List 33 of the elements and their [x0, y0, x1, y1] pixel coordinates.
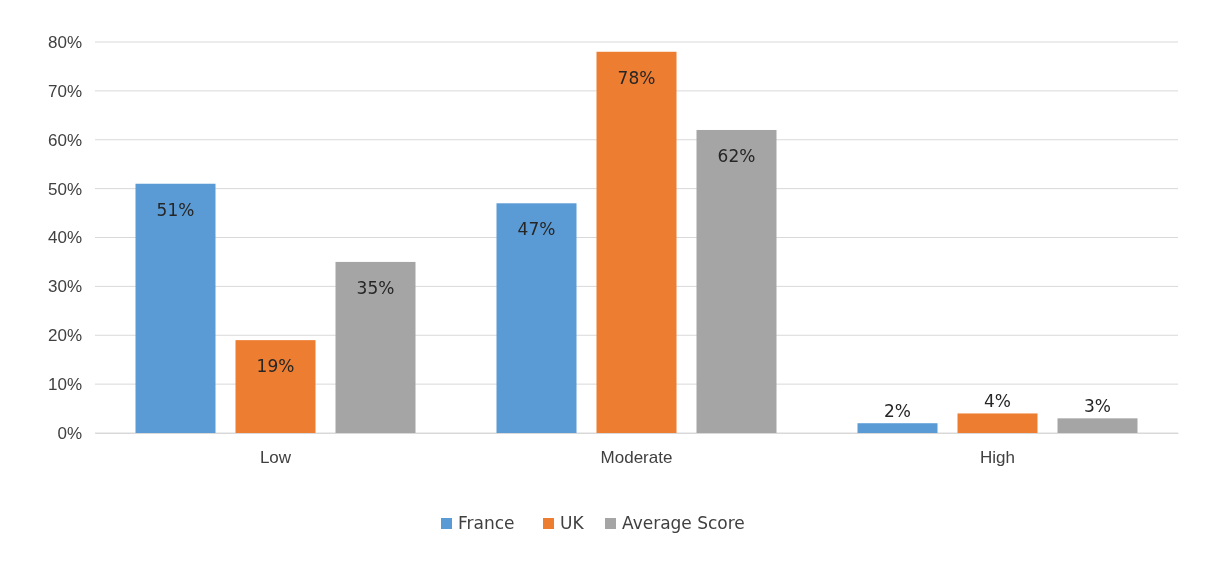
y-tick-label: 30%	[47, 277, 82, 297]
data-label: 3%	[1084, 396, 1111, 417]
legend-label: UK	[560, 513, 585, 533]
x-tick-label: High	[980, 448, 1015, 468]
bar	[696, 129, 777, 433]
bar	[1057, 418, 1138, 433]
data-label: 2%	[884, 401, 911, 422]
data-label: 51%	[156, 199, 195, 220]
y-tick-label: 10%	[47, 375, 82, 395]
data-label: 62%	[717, 145, 756, 166]
bar	[596, 51, 677, 433]
legend-label: France	[458, 513, 515, 533]
data-label: 4%	[984, 391, 1011, 412]
data-label: 19%	[256, 356, 295, 377]
data-label: 78%	[617, 67, 656, 88]
bar	[235, 340, 316, 433]
bar	[857, 423, 938, 433]
bar	[135, 183, 216, 433]
y-tick-label: 20%	[47, 326, 82, 346]
y-tick-label: 50%	[47, 179, 82, 199]
data-label: 35%	[356, 277, 395, 298]
y-tick-label: 80%	[47, 32, 82, 52]
y-tick-label: 70%	[47, 81, 82, 101]
x-tick-label: Low	[259, 448, 292, 468]
data-label: 47%	[517, 219, 556, 240]
y-tick-label: 60%	[47, 130, 82, 150]
legend-label: Average Score	[622, 513, 745, 533]
y-tick-label: 0%	[57, 423, 82, 443]
bar	[335, 261, 416, 433]
bar	[496, 203, 577, 433]
y-tick-label: 40%	[47, 228, 82, 248]
x-tick-label: Moderate	[600, 448, 673, 468]
bar	[957, 413, 1038, 433]
